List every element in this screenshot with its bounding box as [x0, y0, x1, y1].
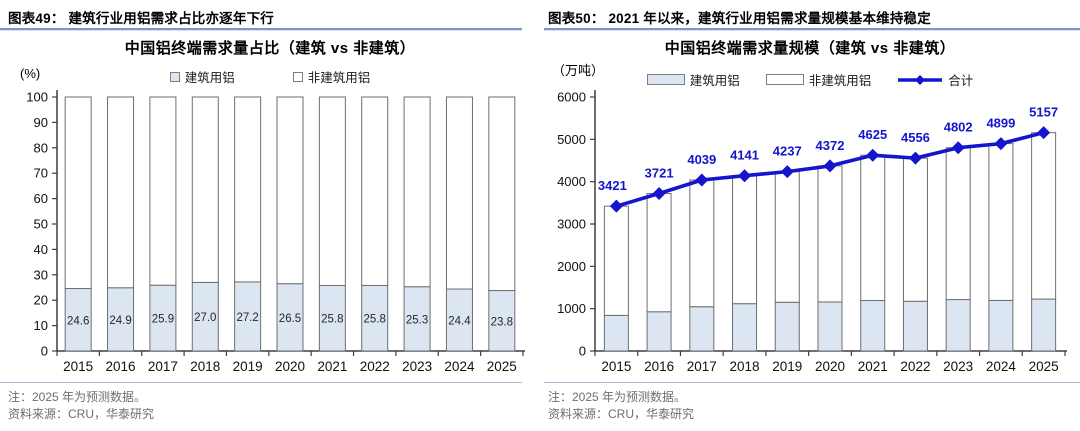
figure-caption: 图表49： 建筑行业用铝需求占比亦逐年下行 — [8, 11, 274, 26]
svg-text:4372: 4372 — [816, 138, 845, 153]
chart-title: 中国铝终端需求量占比（建筑 vs 非建筑） — [124, 40, 416, 57]
chart-legend: 建筑用铝 非建筑用铝 合计 — [540, 70, 1080, 89]
svg-text:80: 80 — [34, 140, 48, 155]
chart-legend: 建筑用铝 非建筑用铝 — [0, 67, 540, 86]
svg-text:50: 50 — [34, 217, 48, 232]
svg-text:25.8: 25.8 — [364, 314, 386, 326]
svg-text:2015: 2015 — [601, 359, 631, 374]
svg-text:25.9: 25.9 — [152, 314, 174, 326]
svg-text:2017: 2017 — [148, 359, 178, 374]
legend-label: 合计 — [948, 74, 974, 88]
svg-text:90: 90 — [34, 115, 48, 130]
svg-text:2016: 2016 — [106, 359, 136, 374]
svg-text:4625: 4625 — [858, 127, 887, 142]
svg-text:25.8: 25.8 — [321, 314, 343, 326]
legend-swatch — [292, 71, 303, 82]
svg-text:40: 40 — [34, 242, 48, 257]
caption-divider — [544, 28, 1080, 31]
svg-text:5000: 5000 — [557, 132, 586, 147]
svg-text:2024: 2024 — [444, 359, 475, 374]
svg-text:60: 60 — [34, 191, 48, 206]
legend-item: 非建筑用铝 — [765, 70, 872, 89]
svg-text:2024: 2024 — [986, 359, 1017, 374]
svg-text:3721: 3721 — [645, 165, 674, 180]
svg-text:26.5: 26.5 — [279, 313, 301, 325]
svg-text:24.6: 24.6 — [67, 315, 89, 327]
legend-label: 非建筑用铝 — [808, 74, 872, 88]
chart-source: 资料来源：CRU，华泰研究 — [548, 407, 694, 421]
figure-50-panel: 图表50： 2021 年以来，建筑行业用铝需求量规模基本维持稳定 中国铝终端需求… — [540, 0, 1080, 431]
svg-text:3421: 3421 — [598, 178, 627, 193]
notes-divider — [0, 382, 522, 383]
legend-label: 非建筑用铝 — [307, 71, 371, 85]
svg-text:2015: 2015 — [63, 359, 93, 374]
svg-text:2019: 2019 — [233, 359, 263, 374]
svg-text:4237: 4237 — [773, 144, 802, 159]
svg-text:70: 70 — [34, 166, 48, 181]
svg-text:3000: 3000 — [557, 217, 586, 232]
svg-text:2021: 2021 — [317, 359, 347, 374]
svg-text:2019: 2019 — [772, 359, 802, 374]
scale-stacked-bar-line-chart: 0 1000 2000 3000 4000 5000 6000 2015 2016 2017 201… — [557, 90, 1067, 374]
svg-text:27.2: 27.2 — [236, 312, 258, 324]
caption-divider — [0, 28, 522, 31]
svg-text:2020: 2020 — [275, 359, 305, 374]
svg-text:2018: 2018 — [730, 359, 760, 374]
chart-note: 注：2025 年为预测数据。 — [548, 390, 687, 404]
svg-text:4141: 4141 — [730, 148, 759, 163]
svg-text:27.0: 27.0 — [194, 312, 216, 324]
svg-text:4039: 4039 — [687, 152, 716, 167]
svg-text:2018: 2018 — [190, 359, 220, 374]
svg-text:2022: 2022 — [360, 359, 390, 374]
svg-text:5157: 5157 — [1029, 105, 1058, 120]
svg-text:20: 20 — [34, 293, 48, 308]
legend-item: 非建筑用铝 — [292, 67, 371, 86]
percentage-stacked-bar-chart: 0 10 20 30 40 50 60 70 80 90 100 2015 2016 2017 2018 20… — [26, 90, 525, 374]
chart-source: 资料来源：CRU，华泰研究 — [8, 407, 154, 421]
svg-text:1000: 1000 — [557, 301, 586, 316]
svg-text:2016: 2016 — [644, 359, 674, 374]
svg-text:2020: 2020 — [815, 359, 845, 374]
svg-text:0: 0 — [41, 344, 48, 359]
legend-swatch — [646, 74, 685, 85]
svg-text:23.8: 23.8 — [491, 316, 513, 328]
svg-text:0: 0 — [579, 344, 586, 359]
svg-text:30: 30 — [34, 267, 48, 282]
svg-text:4000: 4000 — [557, 174, 586, 189]
svg-text:2017: 2017 — [687, 359, 717, 374]
svg-text:4556: 4556 — [901, 130, 930, 145]
legend-line-marker — [898, 74, 943, 85]
legend-item: 建筑用铝 — [646, 70, 740, 89]
legend-item: 合计 — [897, 70, 973, 89]
legend-item: 建筑用铝 — [169, 67, 235, 86]
svg-text:10: 10 — [34, 318, 48, 333]
svg-text:2022: 2022 — [900, 359, 930, 374]
figure-49-panel: 图表49： 建筑行业用铝需求占比亦逐年下行 中国铝终端需求量占比（建筑 vs 非… — [0, 11, 540, 421]
y-axis-unit-label: (%) — [20, 66, 41, 81]
notes-divider — [544, 382, 1080, 383]
figure-caption: 图表50： 2021 年以来，建筑行业用铝需求量规模基本维持稳定 — [548, 11, 931, 26]
svg-text:2023: 2023 — [943, 359, 973, 374]
legend-label: 建筑用铝 — [689, 74, 740, 88]
svg-text:2025: 2025 — [487, 359, 517, 374]
svg-text:6000: 6000 — [557, 90, 586, 105]
legend-label: 建筑用铝 — [184, 71, 235, 85]
svg-text:2021: 2021 — [858, 359, 888, 374]
svg-text:100: 100 — [26, 90, 48, 105]
legend-swatch — [765, 74, 804, 85]
svg-text:2000: 2000 — [557, 259, 586, 274]
svg-text:2025: 2025 — [1029, 359, 1059, 374]
chart-note: 注：2025 年为预测数据。 — [8, 390, 147, 404]
y-axis-unit-label: （万吨） — [552, 63, 605, 78]
svg-text:4802: 4802 — [944, 120, 973, 135]
svg-text:2023: 2023 — [402, 359, 432, 374]
svg-text:24.9: 24.9 — [109, 315, 131, 327]
svg-text:25.3: 25.3 — [406, 314, 428, 326]
svg-text:4899: 4899 — [986, 116, 1015, 131]
svg-text:24.4: 24.4 — [448, 316, 471, 328]
chart-title: 中国铝终端需求量规模（建筑 vs 非建筑） — [664, 40, 956, 57]
legend-swatch — [169, 71, 180, 82]
